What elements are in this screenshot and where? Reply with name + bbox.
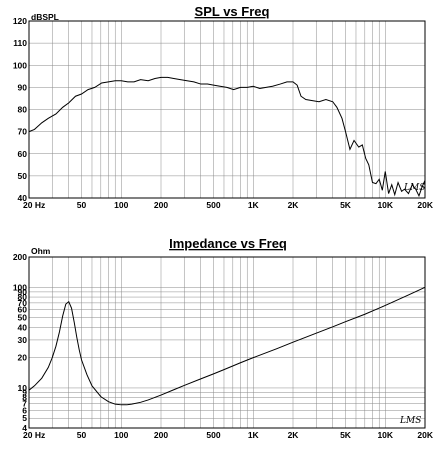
impedance-y-tick-label: 8 [22,393,27,403]
spl-grid [29,21,425,198]
spl-y-tick-label: 70 [18,127,28,137]
impedance-x-tick-label: 100 [114,430,128,440]
impedance-y-tick-label: 6 [22,405,27,415]
spl-y-tick-label: 110 [13,38,27,48]
impedance-y-tick-label: 7 [22,399,27,409]
impedance-watermark: LMS [399,416,421,426]
spl-curve [28,76,426,198]
impedance-y-axis-label: Ohm [31,246,51,256]
impedance-grid [29,257,425,428]
spl-x-tick-label: 500 [206,200,220,210]
impedance-y-tick-label: 5 [22,413,27,423]
impedance-y-tick-label: 20 [18,353,28,363]
spl-y-tick-label: 90 [18,82,28,92]
impedance-y-tick-label: 200 [13,252,27,262]
impedance-chart-title: Impedance vs Freq [169,236,287,251]
impedance-y-tick-label: 40 [18,322,28,332]
impedance-x-tick-label: 50 [77,430,87,440]
impedance-x-tick-label: 1K [248,430,260,440]
spl-x-tick-label: 50 [77,200,87,210]
spl-x-tick-label: 200 [154,200,168,210]
spl-watermark: LMS [403,183,425,193]
impedance-x-tick-label: 2K [288,430,300,440]
spl-x-tick-label: 2K [288,200,300,210]
impedance-plot-frame [28,256,426,429]
spl-plot-frame [28,20,426,199]
impedance-y-tick-label: 90 [18,287,28,297]
impedance-y-tick-label: 60 [18,305,28,315]
impedance-y-tick-label: 10 [18,383,28,393]
impedance-x-tick-label: 10K [377,430,393,440]
spl-y-tick-label: 40 [18,193,28,203]
spl-x-tick-label: 20K [417,200,433,210]
spl-chart-title: SPL vs Freq [195,4,270,19]
impedance-x-tick-label: 20K [417,430,433,440]
spl-x-tick-label: 100 [114,200,128,210]
impedance-y-tick-label: 80 [18,292,28,302]
impedance-y-tick-label: 4 [22,423,27,433]
impedance-y-tick-label: 100 [13,282,27,292]
spl-x-tick-label: 5K [340,200,352,210]
spl-y-tick-label: 120 [13,16,27,26]
spl-chart: 40 50 60 70 80 90 100 110 120 20 Hz 50 100 200 500 1K 2… [13,4,434,210]
impedance-y-tick-label: 30 [18,335,28,345]
spl-y-tick-label: 80 [18,105,28,115]
spl-y-tick-label: 50 [18,171,28,181]
spl-y-tick-label: 100 [13,60,27,70]
spl-x-tick-label: 20 Hz [23,200,45,210]
spl-x-tick-label: 10K [377,200,393,210]
spl-y-tick-label: 60 [18,149,28,159]
impedance-x-tick-label: 500 [206,430,220,440]
impedance-x-tick-label: 200 [154,430,168,440]
impedance-curve [28,286,426,406]
spl-x-tick-label: 1K [248,200,260,210]
impedance-y-tick-label: 50 [18,313,28,323]
impedance-y-tick-label: 70 [18,298,28,308]
spl-y-axis-label: dBSPL [31,12,59,22]
impedance-x-tick-label: 20 Hz [23,430,45,440]
impedance-y-tick-label: 9 [22,388,27,398]
impedance-x-tick-label: 5K [340,430,352,440]
